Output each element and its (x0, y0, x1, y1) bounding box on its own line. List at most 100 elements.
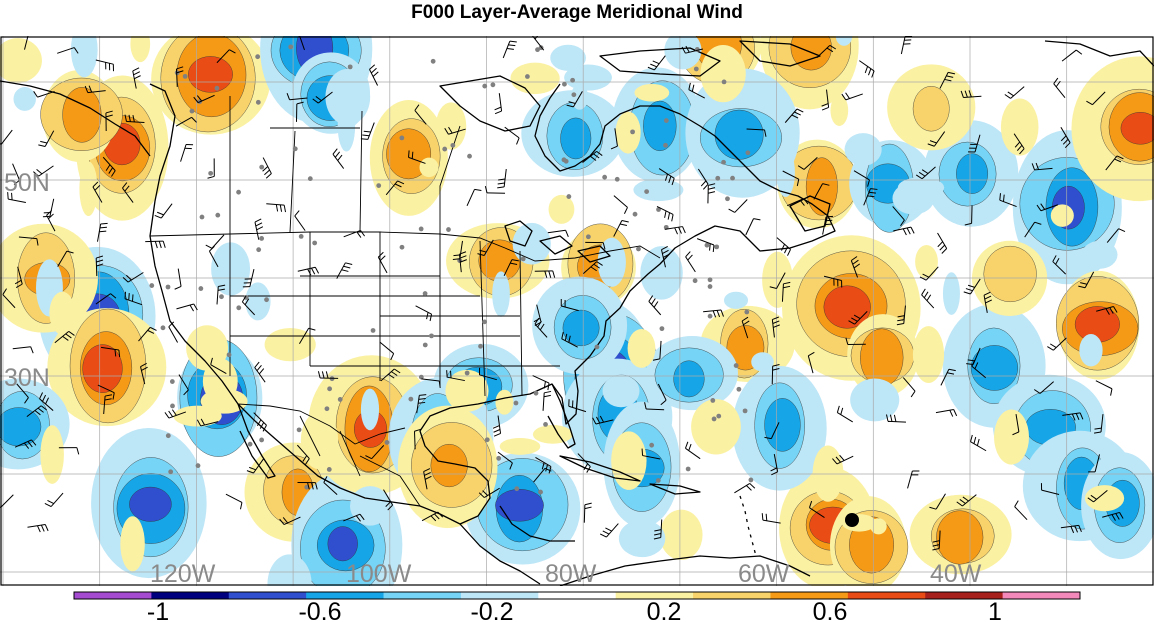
wind-barb (332, 148, 345, 169)
station-dot (714, 244, 720, 250)
wind-barb (27, 523, 49, 533)
wind-barb (808, 500, 825, 519)
negative-wind-region (325, 68, 371, 126)
wind-barb (1036, 203, 1059, 212)
station-dot (170, 403, 175, 409)
wind-barb (999, 193, 1017, 208)
wind-barb (323, 476, 338, 495)
station-dot (255, 99, 261, 105)
lat-label-30n: 30N (4, 364, 50, 392)
station-dot (533, 390, 539, 396)
positive-wind-region (659, 509, 703, 561)
station-dot (160, 325, 166, 331)
wind-barb (583, 502, 592, 523)
negative-wind-region (751, 352, 774, 372)
wind-barb (1033, 381, 1054, 394)
station-dot (744, 309, 750, 315)
wind-barb (684, 441, 701, 460)
wind-barb (175, 66, 184, 87)
wind-barb (102, 156, 116, 177)
wind-barb (360, 122, 375, 140)
wind-barb (365, 445, 385, 460)
wind-barb (841, 92, 863, 101)
wind-barb (534, 317, 548, 338)
us-mexico-border (237, 403, 406, 445)
wind-barb (532, 36, 545, 51)
positive-wind-region (812, 445, 844, 502)
wind-barb (478, 487, 500, 498)
station-dot (243, 295, 249, 300)
wind-barb (1053, 77, 1066, 99)
station-dot (259, 236, 265, 241)
station-dot (630, 129, 635, 135)
wind-barb (295, 101, 304, 122)
station-dot (535, 47, 540, 53)
positive-wind-region (49, 291, 76, 335)
positive-wind-region (510, 62, 560, 95)
station-dot (149, 283, 155, 288)
negative-wind-region (764, 398, 801, 452)
wind-barb (33, 90, 55, 98)
station-dot (721, 79, 727, 85)
wind-barbs (0, 36, 1126, 551)
wind-barb (1095, 380, 1113, 396)
station-dot (716, 413, 722, 419)
positive-wind-region (1000, 98, 1039, 156)
wind-barb (577, 453, 591, 473)
wind-barb (927, 131, 946, 147)
station-dot (566, 194, 572, 199)
station-dot (226, 352, 232, 358)
alaska-coast (0, 80, 151, 157)
wind-barb (821, 89, 830, 111)
wind-barb (92, 181, 103, 203)
wind-barb (132, 67, 141, 89)
negative-wind-region (350, 486, 391, 526)
positive-wind-region (445, 369, 489, 412)
wind-barb (1102, 511, 1124, 521)
station-dot (563, 158, 569, 164)
positive-wind-region (79, 161, 98, 217)
wind-barb (658, 168, 675, 186)
wind-barb (592, 415, 614, 425)
wind-barb (369, 64, 379, 86)
wind-barb (178, 374, 189, 396)
station-dot (298, 233, 304, 239)
wind-barb (312, 91, 333, 104)
station-dot (326, 467, 332, 472)
station-dot (514, 486, 520, 492)
wind-barb (253, 412, 267, 432)
wind-barb (929, 493, 946, 510)
wind-barb (262, 157, 272, 179)
station-dot (478, 343, 483, 349)
wind-barb (919, 266, 939, 281)
station-dot (467, 153, 472, 159)
wind-barb (196, 418, 219, 427)
wind-barb (964, 205, 973, 226)
wind-barb (380, 368, 401, 382)
colorbar-bin (74, 592, 152, 599)
station-dot (710, 398, 716, 403)
negative-wind-region (714, 109, 764, 160)
wind-barb (458, 251, 467, 273)
north-america-coast (149, 83, 836, 525)
wind-barb (661, 245, 670, 268)
station-dot (169, 379, 175, 384)
wind-barb (0, 129, 13, 145)
wind-barb (299, 36, 305, 51)
latitude-labels: 50N 30N (4, 169, 50, 392)
wind-barb (414, 104, 427, 125)
wind-barb (124, 291, 143, 306)
wind-barb (385, 180, 405, 196)
wind-barb (532, 375, 550, 391)
wind-barb (859, 60, 875, 78)
wind-barb (193, 94, 215, 104)
station-dot (562, 81, 567, 87)
wind-barb (696, 238, 715, 253)
newfoundland (789, 195, 831, 232)
wind-barb (216, 284, 226, 305)
wind-barb (254, 218, 264, 240)
wind-barb (915, 166, 936, 180)
wind-barb (960, 90, 982, 99)
positive-wind-region (912, 326, 945, 383)
wind-barb (95, 293, 117, 305)
